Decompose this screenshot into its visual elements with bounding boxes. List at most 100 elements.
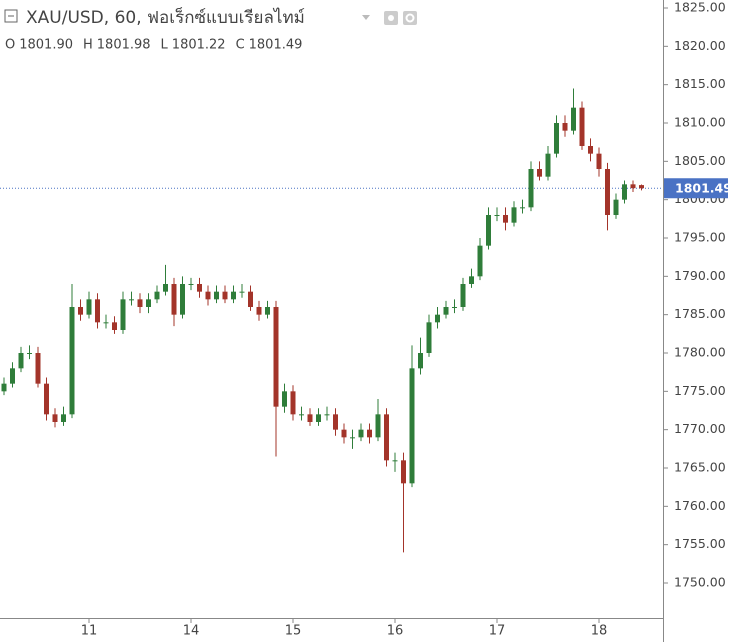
candle-body	[605, 169, 610, 215]
candle-body	[613, 199, 619, 215]
candle-body	[588, 146, 593, 154]
candle-body	[112, 322, 117, 330]
chart-title: XAU/USD, 60, ฟอเร็กซ์แบบเรียลไทม์	[26, 6, 305, 28]
candle-body	[103, 322, 109, 324]
candle-body	[222, 291, 228, 300]
candle-body	[545, 153, 551, 177]
candle-body	[61, 414, 66, 422]
legend-value: 1801.90	[19, 38, 73, 53]
candle-body	[273, 307, 279, 407]
y-tick-label: 1785.00	[674, 306, 726, 321]
candle-body	[214, 291, 219, 300]
candle-body	[197, 284, 202, 292]
legend-value: 1801.98	[97, 38, 151, 53]
candle-body	[10, 368, 15, 384]
candle-body	[86, 299, 92, 315]
candle-body	[622, 184, 627, 200]
candle-body	[401, 460, 406, 484]
x-tick-label: 18	[591, 624, 608, 639]
x-tick-label: 16	[387, 624, 404, 639]
candle-body	[154, 291, 160, 300]
candle-body	[579, 107, 585, 146]
candle-body	[256, 307, 262, 315]
eye-icon-pupil	[388, 15, 394, 21]
legend-value: 1801.49	[249, 38, 303, 53]
candle-body	[571, 107, 576, 131]
candle-body	[341, 429, 347, 438]
candle-body	[248, 291, 253, 307]
candle-body	[562, 123, 568, 131]
y-tick-label: 1795.00	[674, 230, 726, 245]
y-tick-label: 1780.00	[674, 345, 726, 360]
y-tick-label: 1810.00	[674, 115, 726, 130]
candle-body	[205, 291, 211, 300]
candle-body	[358, 429, 364, 438]
candle-body	[188, 284, 194, 285]
candle-body	[418, 353, 423, 369]
x-tick-label: 15	[285, 624, 302, 639]
y-tick-label: 1755.00	[674, 536, 726, 551]
candle-body	[554, 123, 559, 154]
candle-body	[460, 284, 466, 307]
y-tick-label: 1820.00	[674, 38, 726, 53]
x-tick-label: 11	[81, 624, 98, 639]
candle-body	[171, 284, 177, 315]
candle-body	[511, 207, 517, 223]
candle-body	[290, 391, 296, 415]
candle-body	[477, 245, 483, 277]
candle-body	[350, 437, 355, 439]
candle-body	[452, 307, 457, 308]
x-tick-label: 17	[489, 624, 506, 639]
y-tick-label: 1770.00	[674, 421, 726, 436]
y-tick-label: 1760.00	[674, 498, 726, 513]
candle-body	[639, 185, 644, 189]
candle-body	[333, 414, 338, 430]
candle-body	[282, 391, 287, 407]
candle-body	[520, 207, 525, 209]
candle-body	[528, 169, 534, 208]
candle-body	[95, 299, 100, 323]
candle-body	[630, 184, 636, 189]
candle-body	[18, 353, 24, 369]
candle-body	[324, 414, 330, 416]
candle-body	[163, 284, 168, 292]
settings-icon[interactable]	[403, 11, 417, 25]
legend-key: O	[5, 38, 15, 53]
candle-body	[503, 215, 508, 223]
candle-body	[35, 353, 41, 384]
candle-body	[537, 169, 542, 177]
x-tick-label: 14	[183, 624, 200, 639]
collapse-icon[interactable]	[4, 9, 18, 23]
candle-body	[486, 215, 491, 246]
candle-body	[307, 414, 313, 422]
candle-body	[1, 383, 7, 392]
candle-body	[494, 215, 500, 216]
candle-body	[299, 414, 304, 416]
last-price-box	[664, 178, 728, 199]
candle-body	[409, 368, 415, 484]
candle-body	[44, 383, 49, 415]
candle-body	[435, 314, 440, 323]
y-tick-label: 1825.00	[674, 0, 726, 15]
y-tick-label: 1750.00	[674, 575, 726, 590]
candle-body	[426, 322, 432, 353]
candle-body	[146, 299, 151, 307]
candle-body	[129, 299, 134, 301]
dropdown-arrow[interactable]	[362, 15, 370, 20]
candle-body	[392, 460, 398, 462]
candle-body	[316, 414, 321, 422]
legend-key: L	[161, 38, 169, 53]
legend-key: H	[83, 38, 93, 53]
candle-body	[231, 291, 236, 300]
candle-body	[27, 353, 32, 354]
y-tick-label: 1790.00	[674, 268, 726, 283]
candle-body	[52, 414, 58, 422]
candle-body	[469, 276, 474, 284]
legend-value: 1801.22	[172, 38, 226, 53]
candle-body	[239, 291, 245, 293]
candle-body	[367, 429, 372, 438]
y-tick-label: 1765.00	[674, 460, 726, 475]
y-tick-label: 1805.00	[674, 153, 726, 168]
